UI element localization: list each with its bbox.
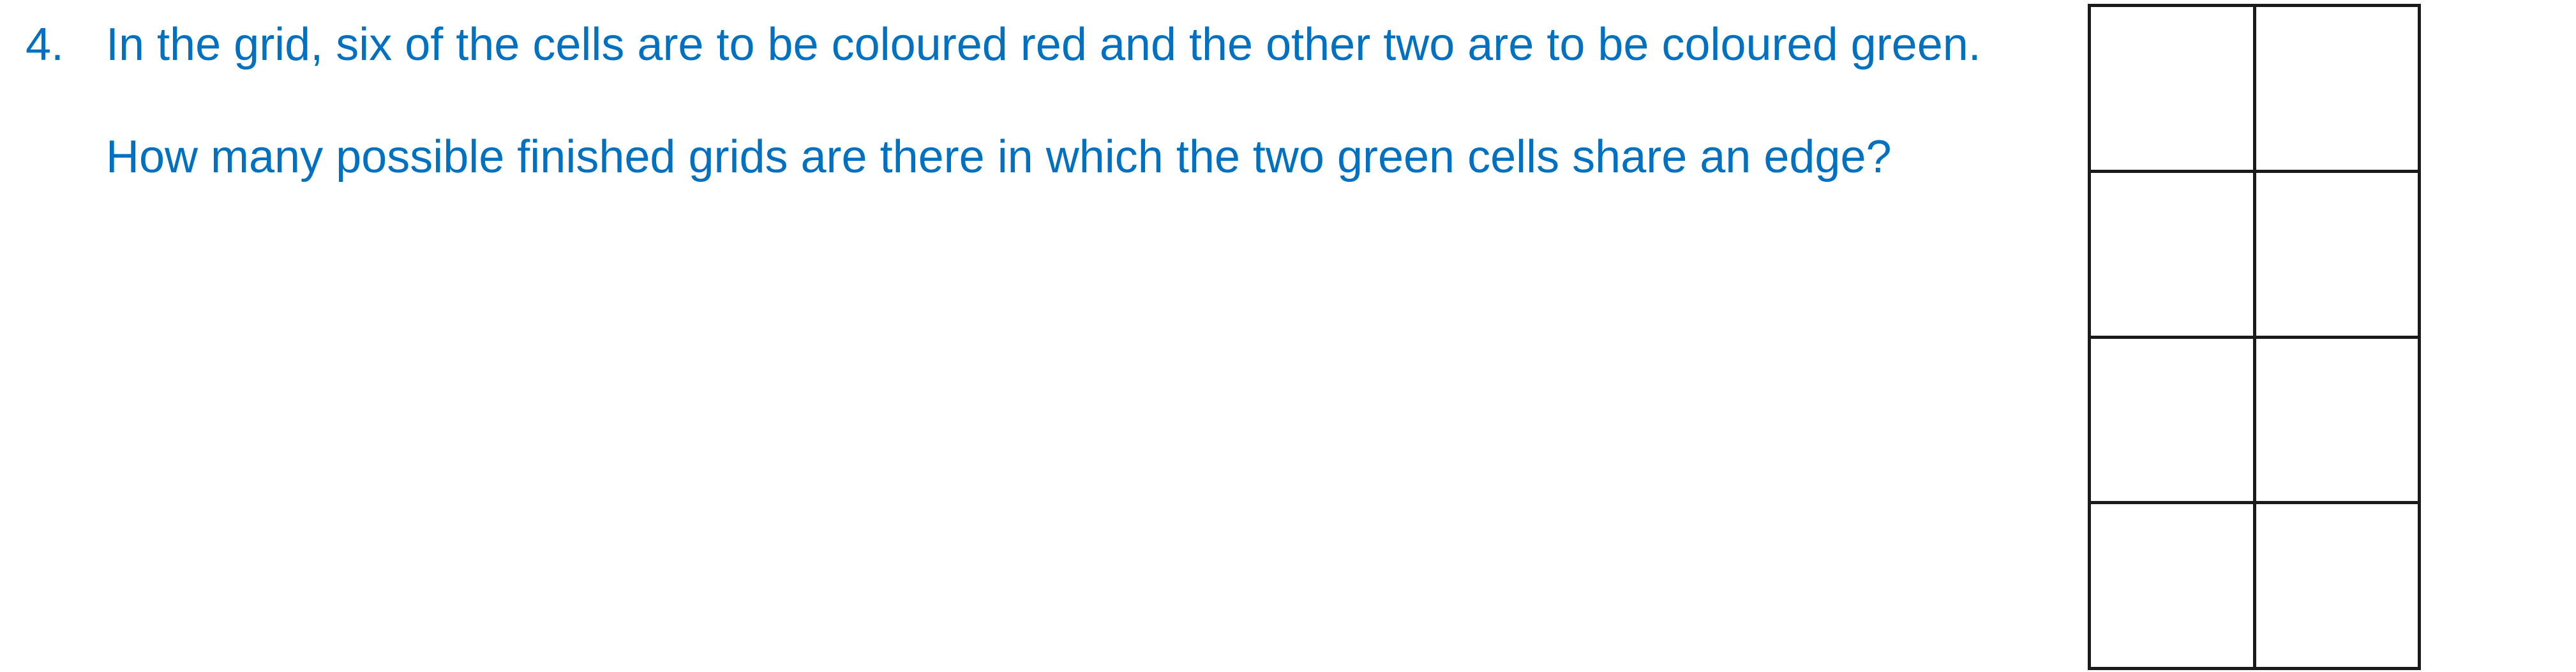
colouring-grid bbox=[2088, 4, 2421, 670]
grid-cell-r1-c2 bbox=[2256, 7, 2421, 173]
question-block: 4. In the grid, six of the cells are to … bbox=[26, 19, 1981, 183]
question-prompt: How many possible finished grids are the… bbox=[106, 131, 1892, 183]
grid-cell-r4-c2 bbox=[2256, 504, 2421, 670]
grid-cell-r1-c1 bbox=[2091, 7, 2256, 173]
grid-cell-r3-c1 bbox=[2091, 338, 2256, 505]
grid-cell-r4-c1 bbox=[2091, 504, 2256, 670]
grid-cell-r2-c2 bbox=[2256, 172, 2421, 339]
grid-cell-r2-c1 bbox=[2091, 172, 2256, 339]
question-statement: In the grid, six of the cells are to be … bbox=[106, 19, 1981, 70]
question-number: 4. bbox=[26, 19, 64, 70]
grid-cell-r3-c2 bbox=[2256, 338, 2421, 505]
